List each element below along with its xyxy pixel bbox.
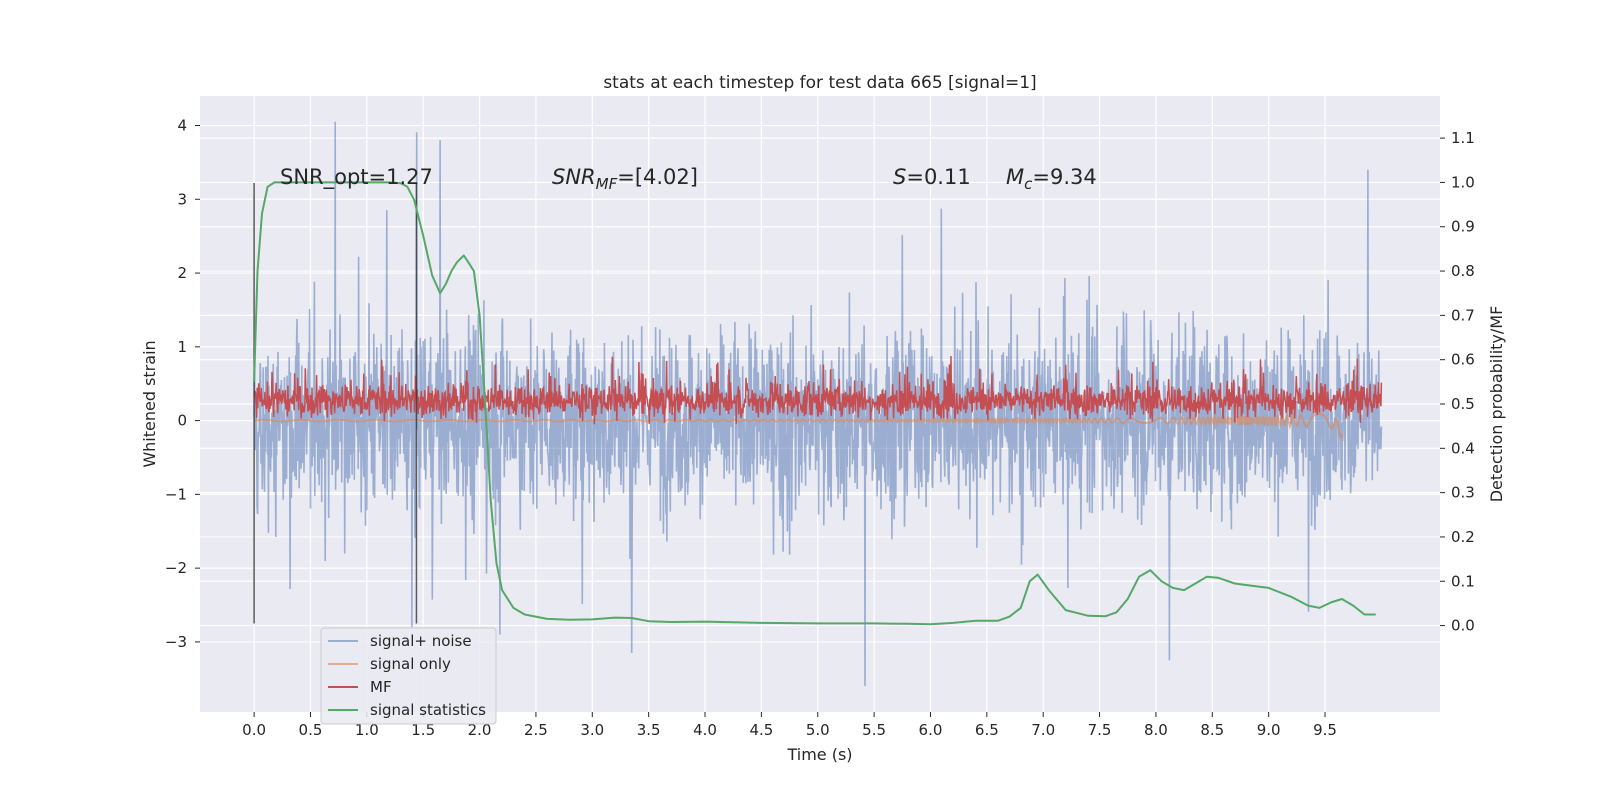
x-tick-label: 9.5 xyxy=(1313,721,1337,739)
y-tick-label: 0 xyxy=(177,412,187,430)
x-tick-label: 8.0 xyxy=(1144,721,1168,739)
x-tick-label: 0.0 xyxy=(242,721,266,739)
x-tick-label: 6.5 xyxy=(975,721,999,739)
chart-title: stats at each timestep for test data 665… xyxy=(603,73,1036,93)
x-tick-label: 9.0 xyxy=(1257,721,1281,739)
x-tick-label: 4.5 xyxy=(749,721,773,739)
annotation-s-rest: =0.11 xyxy=(906,165,970,189)
x-tick-label: 7.0 xyxy=(1031,721,1055,739)
annotation-snr-mf-base: SNR xyxy=(552,165,596,189)
legend-label-signal-noise: signal+ noise xyxy=(370,632,472,650)
x-tick-label: 4.0 xyxy=(693,721,717,739)
series-signal-statistics xyxy=(253,181,1376,626)
annotation-snr-mf-sub: MF xyxy=(596,175,618,193)
annotation-snr-mf-rest: =[4.02] xyxy=(617,165,698,189)
x-axis-label: Time (s) xyxy=(786,745,852,764)
y-axis-ticks: −3 −2 −1 0 1 2 3 4 xyxy=(165,117,200,651)
y-axis-label: Whitened strain xyxy=(140,340,159,467)
legend: signal+ noise signal only MF signal stat… xyxy=(320,627,497,725)
x-tick-label: 5.5 xyxy=(862,721,886,739)
legend-label-signal-statistics: signal statistics xyxy=(370,701,486,719)
y-right-tick-label: 0.4 xyxy=(1451,439,1475,457)
y-right-tick-label: 1.0 xyxy=(1451,173,1475,191)
x-tick-label: 6.0 xyxy=(919,721,943,739)
annotation-snr-opt: SNR_opt=1.27 xyxy=(280,165,433,190)
series-mf-line xyxy=(253,355,1383,425)
y-right-tick-label: 0.9 xyxy=(1451,218,1475,236)
y-tick-label: −2 xyxy=(165,559,187,577)
series-mf xyxy=(253,355,1383,425)
annotation-snr-mf: SNRMF=[4.02] xyxy=(552,165,698,193)
x-tick-label: 5.0 xyxy=(806,721,830,739)
y-right-tick-label: 0.1 xyxy=(1451,572,1475,590)
legend-box xyxy=(320,627,497,725)
y-tick-label: 2 xyxy=(177,264,187,282)
annotation-mc-base: M xyxy=(1006,165,1024,189)
x-tick-label: 1.0 xyxy=(355,721,379,739)
y-right-tick-label: 0.2 xyxy=(1451,528,1475,546)
x-tick-label: 3.0 xyxy=(580,721,604,739)
y-tick-label: 3 xyxy=(177,190,187,208)
marker-lines xyxy=(253,183,418,624)
annotation-mc: Mc=9.34 xyxy=(1006,165,1097,193)
x-axis-ticks: 0.0 0.5 1.0 1.5 2.0 2.5 3.0 3.5 4.0 4.5 5.0 5.5 6.0 6… xyxy=(242,712,1337,739)
legend-label-signal-only: signal only xyxy=(370,655,451,673)
legend-label-mf: MF xyxy=(370,678,392,696)
y-right-tick-label: 0.8 xyxy=(1451,262,1475,280)
x-tick-label: 3.5 xyxy=(637,721,661,739)
y-tick-label: 4 xyxy=(177,117,187,135)
y-right-tick-label: 0.5 xyxy=(1451,395,1475,413)
annotation-mc-sub: c xyxy=(1024,175,1033,193)
x-tick-label: 8.5 xyxy=(1200,721,1224,739)
series-signal-statistics-line xyxy=(253,181,1376,626)
x-tick-label: 2.0 xyxy=(468,721,492,739)
x-tick-label: 1.5 xyxy=(411,721,435,739)
annotation-s-base: S xyxy=(893,165,906,189)
y-right-tick-label: 0.3 xyxy=(1451,484,1475,502)
x-tick-label: 0.5 xyxy=(299,721,323,739)
y-right-axis-ticks: 0.0 0.1 0.2 0.3 0.4 0.5 0.6 0.7 0.8 0.9 1.0 1.1 xyxy=(1440,129,1475,635)
x-tick-label: 7.5 xyxy=(1088,721,1112,739)
y-right-tick-label: 0.0 xyxy=(1451,617,1475,635)
x-tick-label: 2.5 xyxy=(524,721,548,739)
y-right-tick-label: 1.1 xyxy=(1451,129,1475,147)
series-signal-only-line xyxy=(254,412,1343,441)
y-right-tick-label: 0.7 xyxy=(1451,306,1475,324)
y-right-tick-label: 0.6 xyxy=(1451,351,1475,369)
annotation-s: S=0.11 xyxy=(893,165,971,189)
series-signal-only xyxy=(254,412,1343,441)
y-right-axis-label: Detection probability/MF xyxy=(1487,306,1506,503)
y-tick-label: 1 xyxy=(177,338,187,356)
y-tick-label: −3 xyxy=(165,633,187,651)
y-tick-label: −1 xyxy=(165,485,187,503)
annotation-mc-rest: =9.34 xyxy=(1032,165,1096,189)
